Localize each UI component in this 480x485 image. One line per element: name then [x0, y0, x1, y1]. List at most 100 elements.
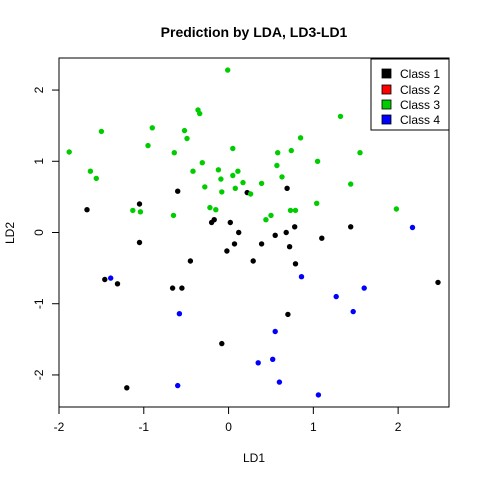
point-class-3-1 [66, 149, 72, 155]
x-tick-label-4: 1 [310, 420, 317, 434]
point-class-3-45 [170, 212, 177, 219]
point-class-3-11 [171, 150, 177, 156]
point-class-3-41 [337, 113, 344, 120]
y-tick-label-2: -1 [32, 298, 46, 309]
point-class-3-44 [393, 206, 400, 212]
point-class-3-8 [149, 125, 155, 131]
point-class-4-6 [272, 328, 278, 335]
point-class-4-1 [108, 275, 114, 281]
point-class-1-17 [250, 258, 256, 264]
point-class-3-33 [275, 150, 281, 156]
point-class-3-23 [230, 145, 236, 152]
point-class-1-15 [224, 248, 230, 254]
y-tick-label-4: 1 [32, 158, 46, 165]
point-class-1-5 [114, 281, 121, 287]
point-class-3-36 [288, 147, 294, 154]
point-class-3-35 [287, 207, 294, 214]
point-class-1-8 [179, 285, 185, 291]
y-tick-label-1: -2 [32, 369, 46, 380]
point-class-4-2 [176, 311, 183, 317]
point-class-3-7 [145, 142, 151, 149]
point-class-3-3 [87, 168, 94, 174]
point-class-1-19 [272, 232, 278, 238]
legend: Class 1 Class 2 Class 3 Class 4 [370, 58, 450, 131]
point-class-3-28 [247, 191, 254, 197]
point-class-3-18 [213, 207, 219, 213]
point-class-1-4 [102, 276, 108, 283]
y-tick-label-3: 0 [32, 229, 46, 236]
point-class-3-21 [218, 176, 224, 182]
point-class-3-12 [190, 168, 196, 174]
point-class-4-4 [255, 360, 261, 366]
chart-title: Prediction by LDA, LD3-LD1 [161, 24, 348, 40]
point-class-1-14 [231, 241, 238, 247]
point-class-3-40 [314, 200, 320, 206]
point-class-1-29 [435, 279, 441, 286]
point-class-3-31 [268, 212, 274, 219]
point-class-3-39 [314, 158, 321, 164]
point-class-1-26 [219, 340, 225, 347]
point-class-4-5 [270, 356, 276, 362]
legend-label-class-1: Class 1 [400, 67, 440, 81]
point-class-1-13 [236, 229, 242, 236]
point-class-3-22 [225, 67, 231, 73]
point-class-3-37 [292, 207, 299, 214]
point-class-4-3 [175, 382, 181, 389]
point-class-3-34 [279, 174, 285, 180]
point-class-1-20 [284, 185, 290, 191]
point-class-1-30 [124, 385, 130, 391]
point-class-4-11 [350, 308, 356, 315]
legend-label-class-2: Class 2 [400, 83, 440, 97]
point-class-3-38 [297, 135, 304, 141]
point-class-1-21 [283, 229, 289, 236]
point-class-4-9 [315, 392, 322, 398]
x-tick-label-3: 0 [225, 420, 232, 434]
legend-swatch-class-3 [381, 99, 392, 110]
y-tick-label-5: 2 [32, 86, 46, 93]
x-axis-label: LD1 [243, 451, 265, 465]
point-class-1-2 [136, 201, 143, 207]
point-class-3-17 [207, 204, 213, 211]
legend-label-class-3: Class 3 [400, 98, 440, 112]
point-class-3-15 [199, 160, 205, 166]
point-class-1-25 [285, 311, 291, 318]
point-class-1-1 [84, 207, 90, 213]
point-class-1-27 [319, 235, 325, 241]
legend-swatch-class-4 [381, 114, 392, 125]
point-class-4-12 [361, 285, 367, 291]
data-points [66, 67, 441, 398]
point-class-3-26 [235, 168, 241, 174]
point-class-3-9 [181, 127, 188, 134]
point-class-3-27 [240, 179, 246, 186]
point-class-3-16 [202, 184, 208, 190]
x-tick-label-2: -1 [138, 420, 149, 434]
point-class-3-20 [219, 189, 225, 195]
point-class-3-5 [130, 207, 136, 214]
point-class-3-2 [98, 128, 105, 135]
point-class-1-22 [286, 244, 293, 250]
point-class-3-14 [197, 110, 203, 117]
legend-swatch-class-2 [381, 84, 392, 95]
point-class-1-11 [211, 217, 217, 223]
point-class-1-24 [292, 261, 299, 267]
point-class-1-9 [169, 285, 176, 291]
point-class-4-10 [333, 293, 339, 300]
point-class-1-3 [136, 239, 143, 246]
point-class-1-18 [258, 241, 265, 247]
y-axis-label: LD2 [3, 222, 17, 244]
point-class-3-25 [232, 185, 238, 191]
point-class-3-43 [357, 150, 363, 156]
point-class-3-29 [258, 180, 265, 187]
point-class-1-7 [187, 258, 194, 264]
point-class-4-13 [409, 224, 416, 231]
point-class-1-23 [292, 224, 298, 230]
x-tick-label-1: -2 [54, 420, 65, 434]
point-class-3-30 [263, 217, 269, 223]
legend-label-class-4: Class 4 [400, 113, 440, 127]
point-class-3-24 [230, 172, 236, 179]
point-class-4-7 [276, 379, 283, 385]
x-tick-label-5: 2 [395, 420, 402, 434]
point-class-1-28 [348, 224, 354, 230]
point-class-1-12 [227, 219, 233, 226]
point-class-1-6 [175, 188, 181, 194]
